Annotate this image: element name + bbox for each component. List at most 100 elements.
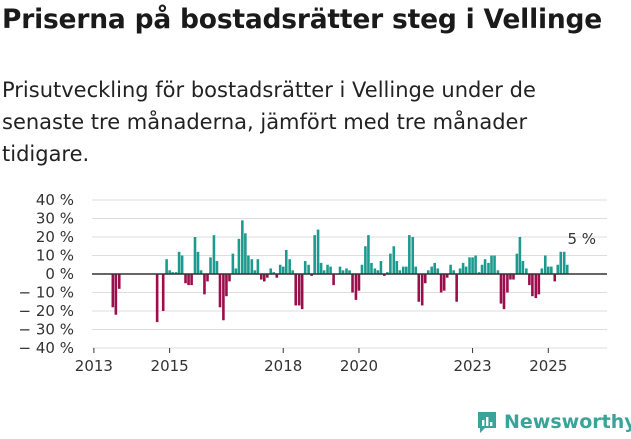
bar — [493, 255, 496, 274]
bar — [247, 255, 250, 274]
bar — [177, 251, 181, 274]
bar — [547, 266, 550, 274]
bar — [367, 235, 370, 274]
last-value-annotation: 5 % — [567, 230, 596, 248]
bar — [117, 274, 121, 289]
bar — [259, 274, 263, 280]
bar — [461, 262, 465, 274]
chart-subtitle: Prisutveckling för bostadsrätter i Velli… — [2, 78, 536, 166]
bar — [534, 274, 538, 299]
bar — [196, 251, 200, 274]
bar — [310, 274, 313, 276]
bar — [509, 274, 512, 280]
bar — [468, 257, 471, 274]
bar — [417, 274, 421, 302]
bar — [272, 272, 276, 274]
bar — [228, 274, 231, 282]
x-tick-label: 2018 — [264, 357, 302, 375]
bar — [203, 274, 206, 295]
bar — [471, 257, 474, 274]
bar — [373, 268, 377, 274]
bar — [250, 259, 254, 274]
bar — [515, 253, 519, 274]
bar — [284, 249, 288, 274]
bar — [531, 274, 534, 297]
chart-title: Priserna på bostadsrätter steg i Velling… — [2, 4, 603, 35]
bar — [307, 264, 310, 274]
y-tick-label: − 30 % — [19, 321, 74, 339]
bar — [502, 274, 506, 310]
bar — [222, 274, 225, 321]
bar — [480, 264, 484, 274]
bar — [114, 274, 118, 315]
bar — [165, 259, 168, 274]
bar — [237, 238, 241, 274]
bar — [487, 262, 490, 274]
bar — [275, 274, 279, 278]
bar — [294, 274, 298, 306]
bar — [383, 274, 386, 276]
bars — [111, 220, 569, 323]
bar — [354, 274, 358, 300]
bar — [376, 270, 380, 274]
bar — [357, 274, 361, 291]
y-tick-label: 20 % — [36, 228, 74, 246]
bar — [537, 274, 541, 295]
bar — [322, 270, 326, 274]
bar — [528, 274, 531, 286]
bar — [506, 274, 509, 293]
bar — [430, 266, 433, 274]
bar — [442, 274, 446, 291]
bar — [281, 266, 285, 274]
bar — [512, 274, 515, 280]
bar — [436, 268, 440, 274]
bar — [209, 257, 212, 274]
y-tick-label: − 40 % — [19, 339, 74, 357]
bar — [215, 261, 219, 274]
bar — [326, 264, 329, 274]
bar — [256, 259, 260, 274]
x-tick-label: 2025 — [529, 357, 567, 375]
bar — [297, 274, 301, 306]
bar — [464, 266, 468, 274]
bar — [414, 266, 418, 274]
bar — [348, 270, 351, 274]
bar — [303, 261, 307, 274]
bar — [244, 233, 247, 274]
x-tick-label: 2023 — [453, 357, 491, 375]
bar — [111, 274, 115, 308]
bar — [263, 274, 266, 282]
bar — [193, 237, 197, 274]
x-tick-label: 2020 — [340, 357, 378, 375]
bar — [218, 274, 222, 308]
x-tick-label: 2013 — [75, 357, 113, 375]
bar — [184, 274, 187, 284]
brand-name: Newsworthy — [504, 411, 631, 433]
y-tick-label: − 20 % — [19, 302, 74, 320]
bar — [540, 268, 544, 274]
bar — [562, 251, 566, 274]
bar — [405, 266, 408, 274]
bar — [155, 274, 159, 323]
bar — [234, 268, 238, 274]
bar — [458, 268, 462, 274]
bar — [180, 255, 184, 274]
bar — [360, 264, 364, 274]
bar — [518, 237, 522, 274]
bar — [452, 270, 455, 274]
bar — [269, 268, 273, 274]
bar — [332, 274, 335, 286]
bar — [496, 270, 500, 274]
bar — [171, 272, 174, 274]
bar — [550, 266, 553, 274]
bar — [559, 251, 563, 274]
bar — [565, 264, 569, 274]
bar — [455, 274, 458, 302]
bar — [212, 235, 216, 274]
bar — [253, 270, 257, 274]
y-tick-label: 40 % — [36, 191, 74, 209]
bar — [291, 270, 294, 274]
bar — [199, 270, 203, 274]
bar — [300, 274, 304, 310]
y-tick-label: − 10 % — [19, 284, 74, 302]
